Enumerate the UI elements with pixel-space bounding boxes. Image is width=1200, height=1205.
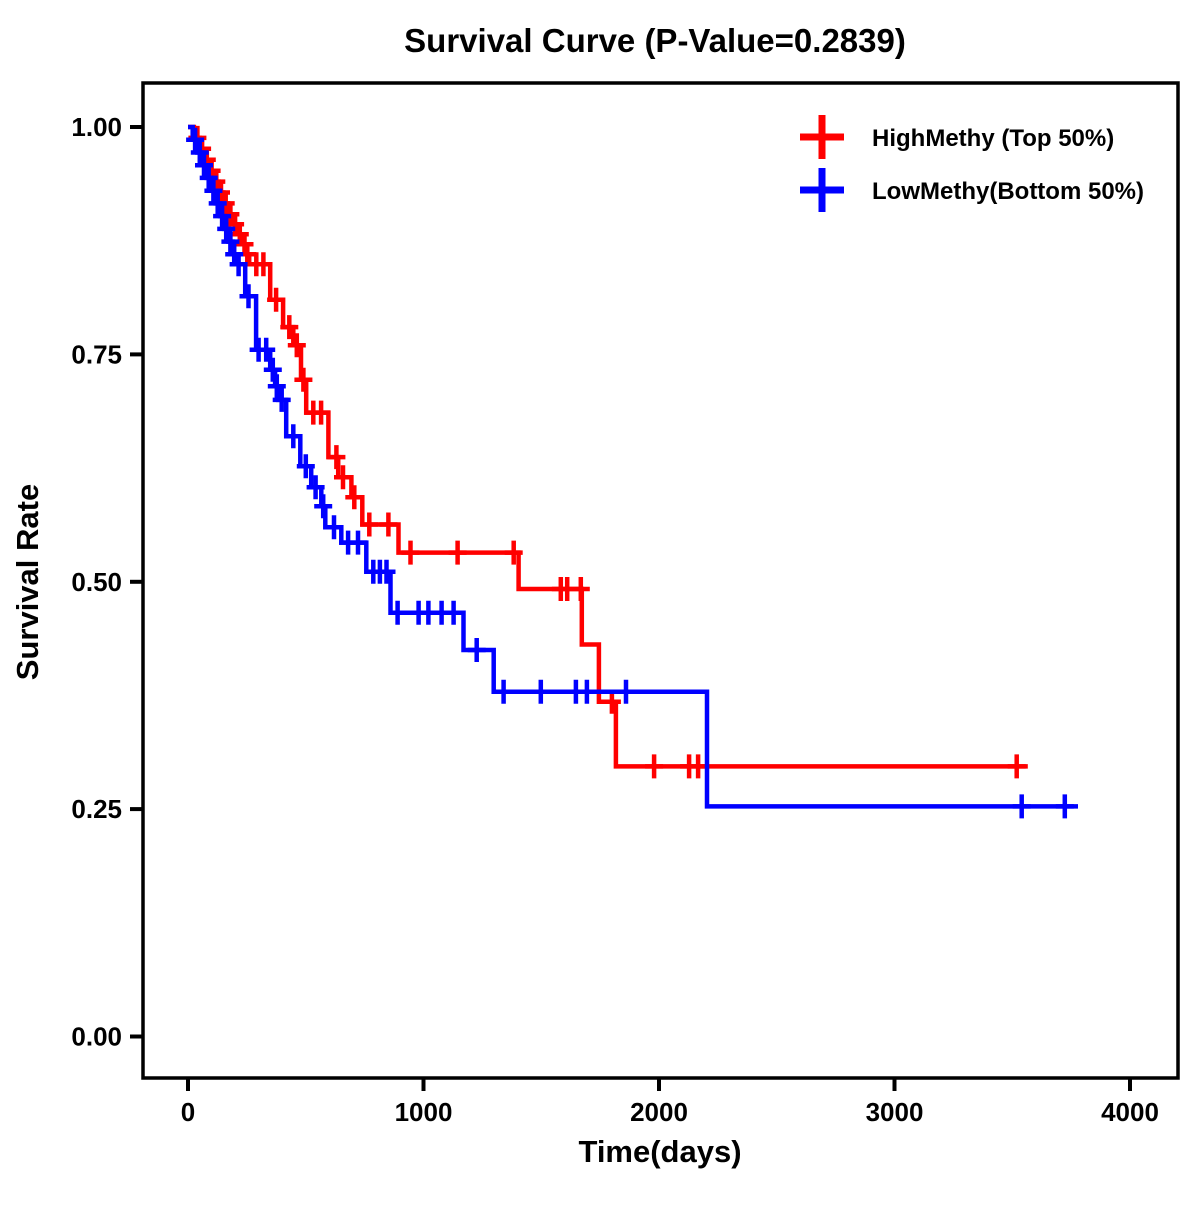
y-tick-label: 0.25 <box>71 794 122 824</box>
x-tick-label: 1000 <box>395 1097 453 1127</box>
legend-plus-icon-lowmethy <box>800 168 844 212</box>
x-axis-label: Time(days) <box>578 1134 741 1169</box>
legend: HighMethy (Top 50%) LowMethy(Bottom 50%) <box>800 115 1144 212</box>
chart-title: Survival Curve (P-Value=0.2839) <box>404 22 906 59</box>
axes-layer: 0 1000 2000 3000 4000 0.00 0.25 0.50 0.75 1.00 <box>71 112 1159 1127</box>
legend-plus-icon-highmethy <box>800 115 844 159</box>
censor-plus-marks-highmethy <box>188 125 1026 779</box>
y-tick-label: 0.00 <box>71 1022 122 1052</box>
x-tick-label: 3000 <box>866 1097 924 1127</box>
censor-plus-marks-lowmethy <box>186 127 1074 819</box>
y-tick-label: 0.50 <box>71 567 122 597</box>
x-tick-label: 2000 <box>630 1097 688 1127</box>
legend-label-lowmethy: LowMethy(Bottom 50%) <box>872 178 1144 205</box>
y-tick-label: 0.75 <box>71 339 122 369</box>
survival-curve-highmethy <box>188 124 1028 769</box>
y-axis-label: Survival Rate <box>10 484 45 680</box>
x-tick-label: 4000 <box>1101 1097 1159 1127</box>
legend-label-highmethy: HighMethy (Top 50%) <box>872 125 1114 152</box>
survival-curve-lowmethy <box>188 124 1078 809</box>
curves-layer <box>186 124 1078 819</box>
x-tick-label: 0 <box>181 1097 195 1127</box>
y-tick-label: 1.00 <box>71 112 122 142</box>
plot-frame <box>141 81 1180 1080</box>
